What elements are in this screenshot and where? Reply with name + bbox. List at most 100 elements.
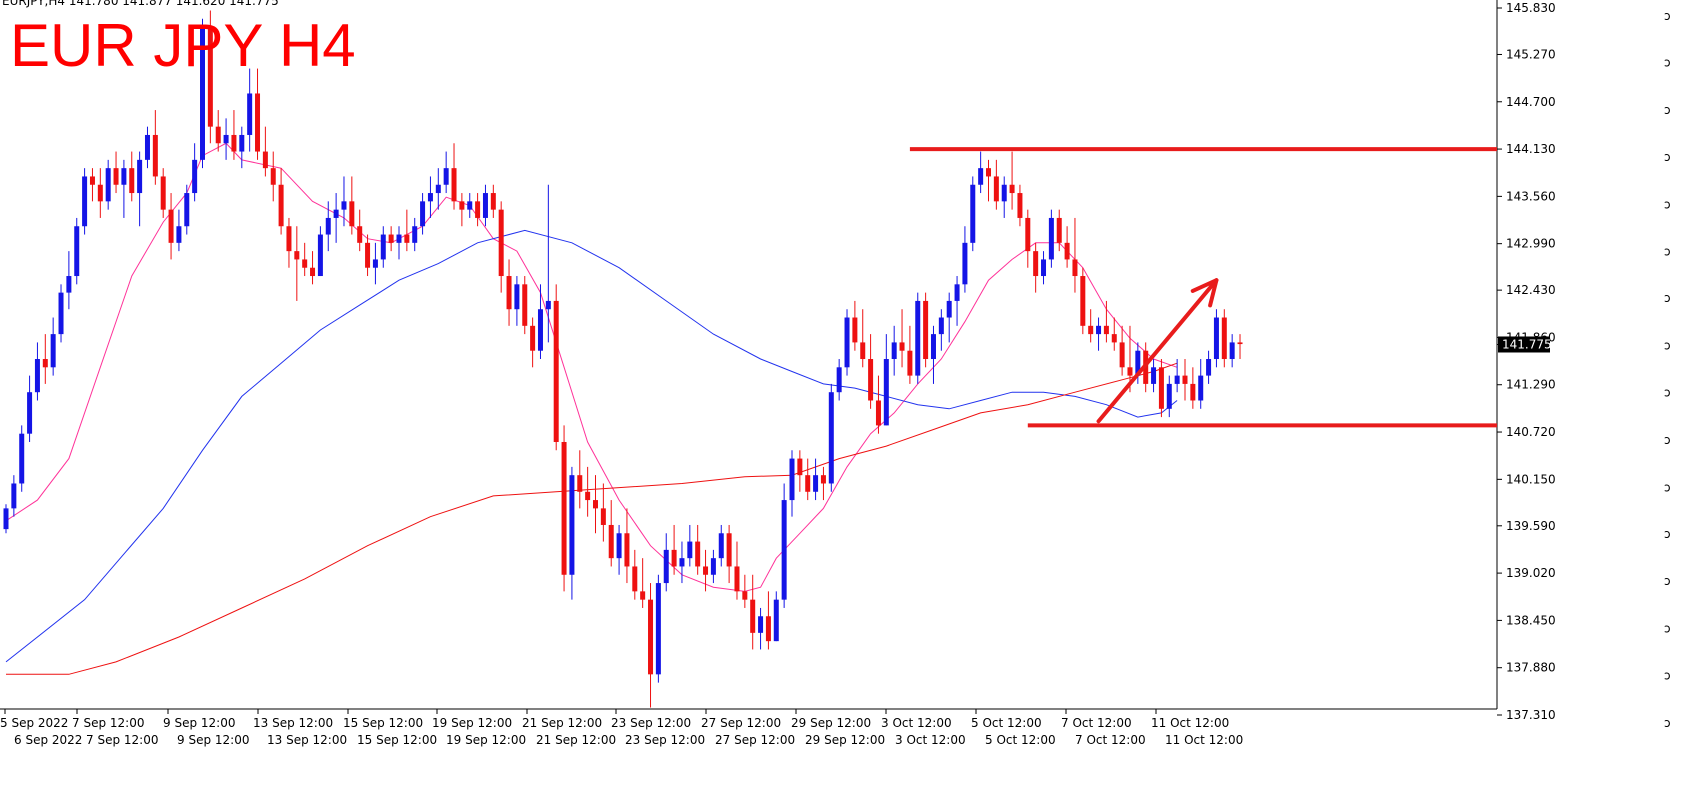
candle-body bbox=[758, 616, 764, 633]
candle bbox=[1001, 176, 1007, 218]
candle-body bbox=[836, 367, 842, 393]
candle-body bbox=[655, 583, 661, 675]
candle bbox=[341, 176, 347, 227]
time-tick-label-secondary: 15 Sep 12:00 bbox=[357, 733, 437, 747]
candle bbox=[758, 607, 764, 650]
candle bbox=[986, 159, 991, 202]
candle bbox=[1190, 367, 1196, 409]
moving-average-line-3 bbox=[6, 362, 1178, 675]
candle bbox=[74, 217, 80, 285]
candle-body bbox=[215, 126, 221, 144]
candle bbox=[475, 193, 481, 227]
candle bbox=[467, 193, 473, 218]
candle bbox=[215, 110, 221, 152]
candle-body bbox=[420, 201, 426, 227]
time-tick-label-secondary: 19 Sep 12:00 bbox=[446, 733, 526, 747]
candle-body bbox=[160, 176, 166, 210]
candle bbox=[262, 126, 268, 177]
candle bbox=[585, 466, 591, 517]
candle-body bbox=[545, 300, 551, 310]
candle-body bbox=[1048, 217, 1054, 260]
candle bbox=[530, 317, 536, 368]
candle-body bbox=[3, 508, 9, 530]
candlestick-series bbox=[3, 10, 1243, 708]
candle-body bbox=[302, 259, 308, 268]
price-tick-label: 137.880 bbox=[1506, 661, 1556, 675]
candle bbox=[1158, 359, 1164, 418]
candle bbox=[828, 383, 834, 492]
price-tick-marker: ɔ bbox=[1664, 621, 1671, 635]
candle bbox=[852, 300, 858, 351]
candle bbox=[42, 334, 48, 384]
candle bbox=[129, 151, 135, 202]
price-tick-label: 137.310 bbox=[1506, 708, 1556, 722]
candle-body bbox=[27, 392, 33, 434]
candle-body bbox=[915, 300, 921, 376]
candle bbox=[82, 168, 88, 235]
candle bbox=[1166, 375, 1172, 418]
candle-body bbox=[1198, 375, 1204, 401]
candle bbox=[514, 276, 520, 326]
trend-annotations bbox=[909, 147, 1497, 428]
candle-body bbox=[42, 359, 48, 368]
price-axis: 145.830 ɔ 145.270 ɔ 144.700 ɔ 144.130 ɔ 143.560 ɔ… bbox=[1497, 1, 1671, 730]
candle-body bbox=[679, 558, 685, 567]
current-price-tag-box bbox=[1498, 336, 1550, 353]
candle-body bbox=[1213, 317, 1219, 360]
price-tick-marker: ɔ bbox=[1664, 9, 1671, 23]
candle-body bbox=[1009, 184, 1015, 194]
candle-body bbox=[506, 276, 512, 310]
candle bbox=[734, 541, 740, 600]
candle-body bbox=[726, 533, 732, 567]
candle bbox=[978, 151, 984, 194]
candle-body bbox=[899, 342, 905, 351]
time-tick-label-secondary: 7 Sep 12:00 bbox=[86, 733, 158, 747]
candle bbox=[687, 524, 693, 567]
candle-body bbox=[703, 566, 709, 575]
candle-body bbox=[404, 234, 410, 243]
candle-body bbox=[852, 317, 858, 343]
price-tick-marker: ɔ bbox=[1664, 433, 1671, 447]
price-tick-label: 143.560 bbox=[1506, 189, 1556, 203]
candle-body bbox=[1080, 276, 1086, 326]
candle bbox=[1056, 209, 1062, 252]
candle-body bbox=[231, 134, 237, 152]
candle-body bbox=[600, 508, 606, 525]
candle bbox=[930, 325, 936, 384]
candle bbox=[152, 110, 158, 185]
candle-body bbox=[537, 309, 543, 351]
candle bbox=[239, 126, 245, 169]
candle bbox=[797, 450, 803, 492]
time-tick-label-secondary: 7 Oct 12:00 bbox=[1075, 733, 1146, 747]
chart-title: EUR JPY H4 bbox=[10, 12, 356, 79]
candle bbox=[1080, 267, 1086, 335]
candle-body bbox=[97, 184, 103, 202]
candle bbox=[372, 242, 378, 285]
candle bbox=[1221, 309, 1227, 368]
candle-body bbox=[1103, 325, 1109, 335]
candle bbox=[50, 317, 56, 376]
candle bbox=[593, 475, 598, 534]
candle-body bbox=[1135, 350, 1141, 376]
candle-body bbox=[1025, 217, 1031, 252]
current-price-label: 141.775 bbox=[1502, 337, 1552, 351]
price-tick-marker: ɔ bbox=[1664, 669, 1671, 683]
candle-body bbox=[1096, 325, 1102, 335]
candle bbox=[915, 292, 921, 384]
candle-body bbox=[569, 475, 575, 575]
candle-body bbox=[1151, 367, 1157, 384]
candle-body bbox=[380, 234, 386, 260]
candle bbox=[545, 184, 551, 343]
candle-body bbox=[1221, 317, 1227, 360]
candle bbox=[1198, 359, 1204, 409]
candle bbox=[333, 193, 339, 243]
candle-body bbox=[152, 134, 158, 177]
candle-body bbox=[844, 317, 850, 368]
candle bbox=[231, 110, 237, 160]
candle-body bbox=[742, 591, 748, 600]
time-tick-label-secondary: 21 Sep 12:00 bbox=[536, 733, 616, 747]
candle bbox=[443, 151, 449, 194]
candle bbox=[168, 193, 174, 260]
candle bbox=[144, 126, 150, 169]
candle-body bbox=[247, 93, 253, 135]
